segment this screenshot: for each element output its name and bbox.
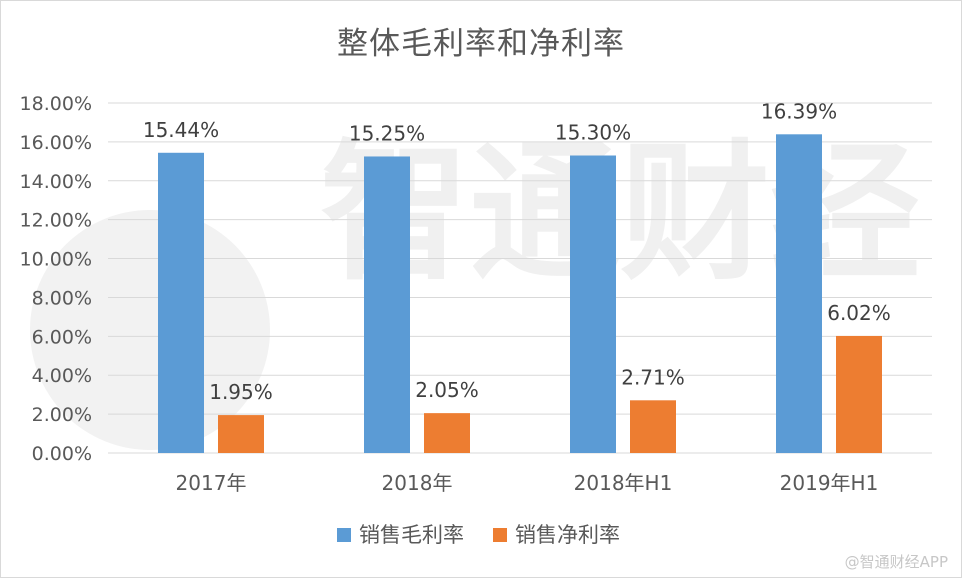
x-tick-label: 2019年H1	[780, 471, 879, 495]
y-tick-label: 4.00%	[32, 365, 92, 387]
x-tick-label: 2018年H1	[574, 471, 673, 495]
y-axis-ticks: 0.00% 2.00% 4.00% 6.00% 8.00% 10.00% 12.00% 14.…	[20, 93, 92, 465]
x-tick-label: 2017年	[176, 471, 247, 495]
legend-swatch	[493, 528, 507, 542]
bar-gross-margin	[158, 152, 204, 453]
bar-net-margin	[218, 415, 264, 453]
legend-label: 销售毛利率	[359, 523, 464, 547]
bar-net-margin	[424, 413, 470, 453]
legend: 销售毛利率 销售净利率	[337, 523, 620, 547]
data-label: 15.25%	[349, 121, 425, 145]
y-tick-label: 6.00%	[32, 326, 92, 348]
bar-net-margin	[836, 335, 882, 453]
chart-title: 整体毛利率和净利率	[337, 26, 625, 62]
y-tick-label: 18.00%	[20, 93, 92, 115]
y-tick-label: 2.00%	[32, 404, 92, 426]
data-label: 1.95%	[209, 380, 273, 404]
y-tick-label: 12.00%	[20, 210, 92, 232]
data-label: 6.02%	[827, 301, 891, 325]
corner-watermark: @智通财经APP	[844, 553, 948, 571]
data-label: 16.39%	[761, 99, 837, 123]
y-tick-label: 8.00%	[32, 287, 92, 309]
y-tick-label: 0.00%	[32, 443, 92, 465]
bar-net-margin	[630, 400, 676, 453]
legend-swatch	[337, 528, 351, 542]
bar-gross-margin	[776, 134, 822, 454]
data-label: 2.71%	[621, 365, 685, 389]
bar-gross-margin	[570, 155, 616, 453]
legend-label: 销售净利率	[515, 523, 620, 547]
watermark-logo	[30, 210, 270, 450]
x-axis-ticks: 2017年 2018年 2018年H1 2019年H1	[176, 471, 879, 495]
y-tick-label: 10.00%	[20, 249, 92, 271]
data-label: 15.30%	[555, 121, 631, 145]
x-tick-label: 2018年	[382, 471, 453, 495]
bar-gross-margin	[364, 156, 410, 453]
data-label: 2.05%	[415, 378, 479, 402]
y-tick-label: 16.00%	[20, 132, 92, 154]
data-label: 15.44%	[143, 118, 219, 142]
bars	[158, 134, 882, 454]
y-tick-label: 14.00%	[20, 171, 92, 193]
data-labels: 15.44% 1.95% 15.25% 2.05% 15.30% 2.71% 16.39% 6…	[143, 99, 891, 404]
